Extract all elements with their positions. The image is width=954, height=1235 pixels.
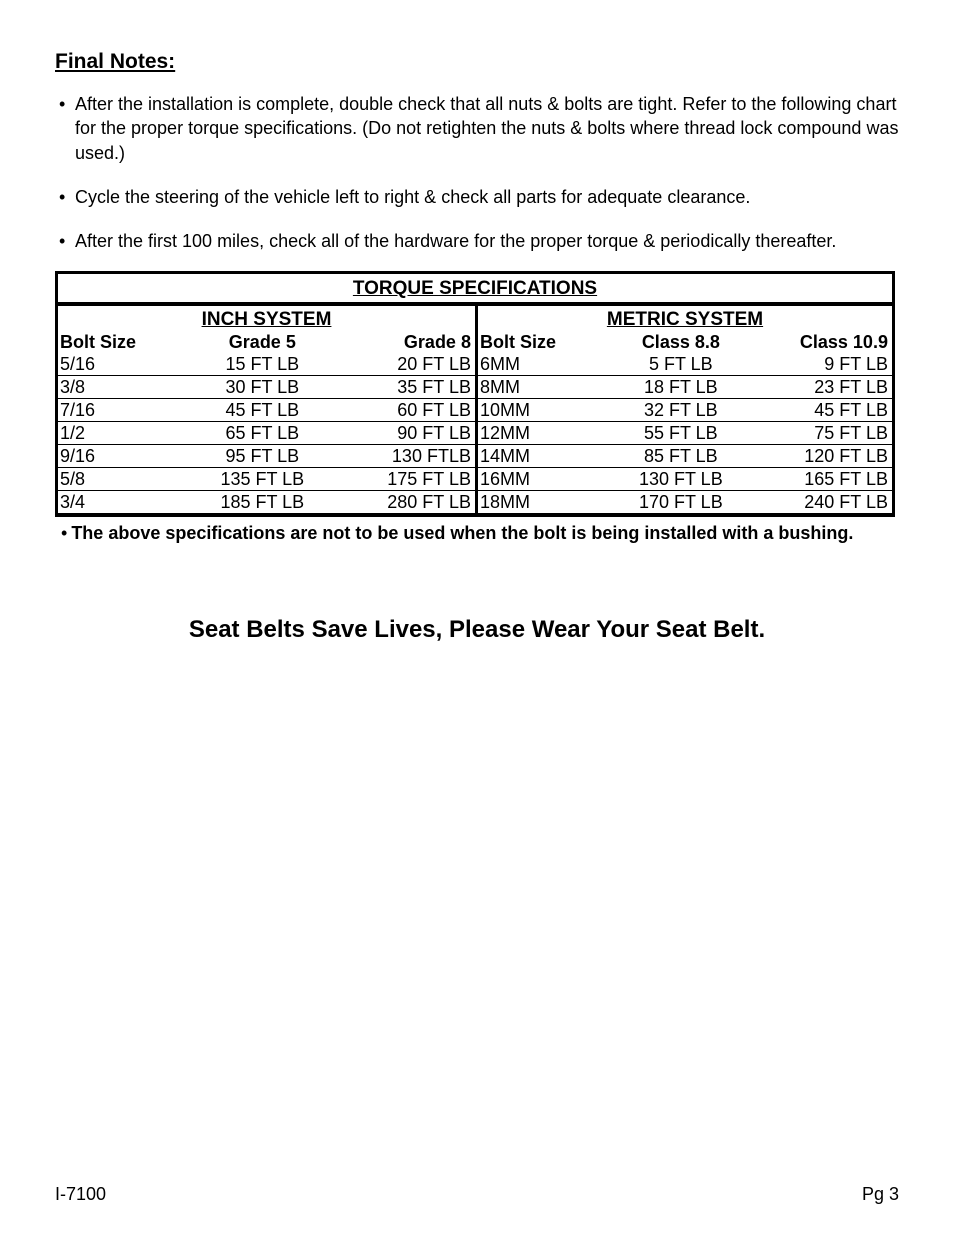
inch-size-cell: 3/8 [58,377,191,398]
inch-grade5-cell: 30 FT LB [191,377,333,398]
metric-class88-cell: 170 FT LB [610,492,751,513]
metric-size-cell: 18MM [478,492,610,513]
inch-headers: Bolt Size Grade 5 Grade 8 [58,332,475,353]
inch-size-cell: 1/2 [58,423,191,444]
bullet-text: Cycle the steering of the vehicle left t… [75,185,899,209]
inch-grade8-cell: 280 FT LB [333,492,475,513]
document-page: Final Notes: • After the installation is… [0,0,954,1235]
bullet-item: • After the installation is complete, do… [55,92,899,165]
table-row: 3/830 FT LB35 FT LB8MM18 FT LB23 FT LB [58,376,892,399]
inch-grade8-cell: 175 FT LB [333,469,475,490]
metric-size-cell: 8MM [478,377,610,398]
metric-class88-cell: 18 FT LB [610,377,751,398]
metric-class109-cell: 23 FT LB [751,377,892,398]
table-row: 3/4185 FT LB280 FT LB18MM170 FT LB240 FT… [58,491,892,514]
table-body: 5/1615 FT LB20 FT LB6MM5 FT LB9 FT LB3/8… [58,353,892,514]
bullet-text: After the installation is complete, doub… [75,92,899,165]
metric-system-column: METRIC SYSTEM [475,306,892,332]
footer-doc-id: I-7100 [55,1184,106,1205]
spec-note: •The above specifications are not to be … [55,523,899,544]
metric-class88-cell: 130 FT LB [610,469,751,490]
table-row: 5/8135 FT LB175 FT LB16MM130 FT LB165 FT… [58,468,892,491]
inch-size-cell: 5/16 [58,354,191,375]
table-row: 1/265 FT LB90 FT LB12MM55 FT LB75 FT LB [58,422,892,445]
inch-grade5-cell: 65 FT LB [191,423,333,444]
bullet-item: • After the first 100 miles, check all o… [55,229,899,253]
metric-class88-cell: 85 FT LB [610,446,751,467]
inch-grade8-cell: 90 FT LB [333,423,475,444]
metric-class109-cell: 9 FT LB [751,354,892,375]
metric-class88-cell: 55 FT LB [610,423,751,444]
inch-size-cell: 3/4 [58,492,191,513]
inch-size-cell: 7/16 [58,400,191,421]
metric-class88-cell: 32 FT LB [610,400,751,421]
metric-class109-cell: 165 FT LB [751,469,892,490]
metric-size-cell: 12MM [478,423,610,444]
metric-class88-cell: 5 FT LB [610,354,751,375]
metric-size-cell: 14MM [478,446,610,467]
section-heading: Final Notes: [55,50,899,74]
inch-grade8-cell: 60 FT LB [333,400,475,421]
inch-grade8-header: Grade 8 [333,332,475,353]
inch-size-cell: 9/16 [58,446,191,467]
inch-grade5-header: Grade 5 [191,332,333,353]
inch-system-label: INCH SYSTEM [58,306,475,332]
inch-grade5-cell: 45 FT LB [191,400,333,421]
metric-size-cell: 10MM [478,400,610,421]
inch-grade8-cell: 35 FT LB [333,377,475,398]
metric-size-cell: 16MM [478,469,610,490]
torque-table: TORQUE SPECIFICATIONS INCH SYSTEM METRIC… [55,271,895,517]
bullet-icon: • [55,229,75,253]
metric-headers: Bolt Size Class 8.8 Class 10.9 [475,332,892,353]
page-footer: I-7100 Pg 3 [55,1184,899,1205]
column-header-row: Bolt Size Grade 5 Grade 8 Bolt Size Clas… [58,332,892,353]
metric-system-label: METRIC SYSTEM [478,306,892,332]
table-row: 5/1615 FT LB20 FT LB6MM5 FT LB9 FT LB [58,353,892,376]
metric-class109-header: Class 10.9 [751,332,892,353]
inch-grade8-cell: 20 FT LB [333,354,475,375]
inch-size-cell: 5/8 [58,469,191,490]
spec-note-text: The above specifications are not to be u… [71,523,853,543]
bullet-icon: • [55,523,71,543]
bullet-item: • Cycle the steering of the vehicle left… [55,185,899,209]
table-row: 9/1695 FT LB130 FTLB14MM85 FT LB120 FT L… [58,445,892,468]
inch-grade5-cell: 135 FT LB [191,469,333,490]
table-row: 7/1645 FT LB60 FT LB10MM32 FT LB45 FT LB [58,399,892,422]
bullet-text: After the first 100 miles, check all of … [75,229,899,253]
inch-grade5-cell: 95 FT LB [191,446,333,467]
inch-bolt-size-header: Bolt Size [58,332,191,353]
metric-class109-cell: 120 FT LB [751,446,892,467]
metric-class109-cell: 45 FT LB [751,400,892,421]
footer-page-no: Pg 3 [862,1184,899,1205]
bullet-icon: • [55,92,75,116]
inch-grade5-cell: 15 FT LB [191,354,333,375]
metric-class109-cell: 240 FT LB [751,492,892,513]
metric-class88-header: Class 8.8 [610,332,751,353]
table-title: TORQUE SPECIFICATIONS [58,274,892,306]
inch-grade8-cell: 130 FTLB [333,446,475,467]
metric-bolt-size-header: Bolt Size [478,332,610,353]
safety-message: Seat Belts Save Lives, Please Wear Your … [55,616,899,644]
inch-system-column: INCH SYSTEM [58,306,475,332]
inch-grade5-cell: 185 FT LB [191,492,333,513]
metric-class109-cell: 75 FT LB [751,423,892,444]
bullet-icon: • [55,185,75,209]
metric-size-cell: 6MM [478,354,610,375]
system-header-row: INCH SYSTEM METRIC SYSTEM [58,306,892,332]
